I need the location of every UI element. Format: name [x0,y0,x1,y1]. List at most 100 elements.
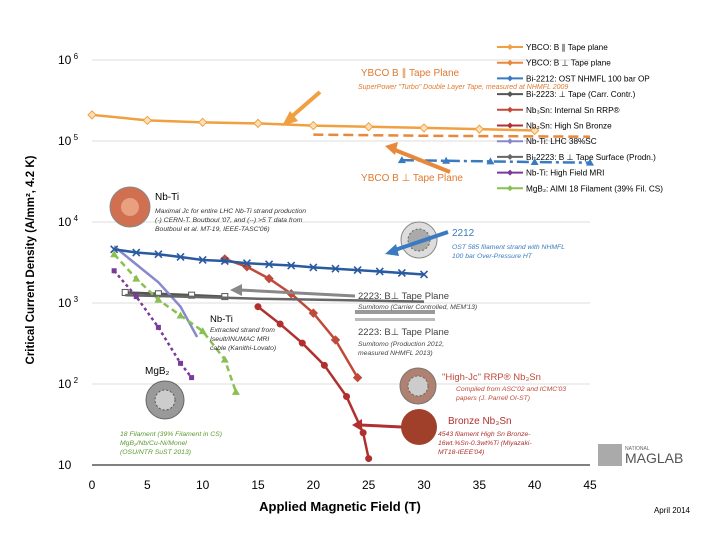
legend-swatch-marker-7 [507,153,513,160]
series-2-point-3 [530,158,539,166]
legend-label-3: Bi-2223: ⊥ Tape (Carr. Contr.) [526,90,636,99]
maglab-logo-icon [598,444,622,466]
b2212-desc-2: 100 bar Over-Pressure HT [452,253,533,260]
ybco-par-arrowhead-icon [282,111,298,126]
series-7-point-9 [309,263,318,272]
bronze-desc-3: MT18-IEEE'04) [438,449,484,456]
rrp-cross-section-core-icon [407,375,429,397]
series-7-point-5 [220,256,229,266]
series-line-8 [125,293,425,303]
series-10-point-6 [231,387,240,395]
series-9-point-4 [189,375,195,381]
b2223-desc-1: Sumitomo (Carrier Controlled, MEM'13) [358,304,477,311]
legend-label-6: Nb-Ti: LHC 38%SC [526,137,597,146]
series-7-point-4 [198,255,207,265]
series-0-point-2 [197,117,208,128]
b2223-desc-2a: Sumitomo (Production 2012, [358,341,444,348]
series-9-point-3 [178,360,184,366]
b2212-arrow-icon [394,230,449,252]
ybco-perp-title: YBCO B ⊥ Tape Plane [361,173,463,184]
ybco-par-desc-1: SuperPower "Turbo" Double Layer Tape, me… [358,84,568,91]
legend-label-7: Bi-2223: B ⊥ Tape Surface (Prodn.) [526,153,656,162]
ybco-perp-arrow-icon [394,148,451,174]
maglab-small-text: NATIONAL [625,446,650,452]
y-tick-label-5: 10 6 [58,52,79,67]
series-0-point-8 [529,125,540,136]
nbti-mri-desc-1: Extracted strand from [210,327,275,334]
legend-swatch-marker-8 [507,169,513,176]
series-10-point-0 [110,250,119,258]
legend-swatch-marker-1 [507,59,513,66]
y-tick-label-2: 10 3 [58,295,79,310]
b2212-arrowhead-icon [385,244,399,256]
series-2-point-4 [586,158,594,166]
b2223-desc-2b: measured NHMFL 2013) [358,350,433,357]
series-5-point-3 [320,361,328,369]
series-7-point-1 [132,248,141,257]
rrp-title: "High-Jc" RRP® Nb₃Sn [442,372,541,383]
series-9-point-2 [155,324,161,330]
legend-swatch-marker-5 [507,122,513,129]
x-tick-label-0: 0 [89,478,96,492]
b2223-arrowhead-icon [230,284,242,296]
b2212-desc-1: OST 585 filament strand with NHMFL [452,244,565,251]
bronze-arrowhead-icon [352,419,362,431]
bronze-title: Bronze Nb₃Sn [448,416,512,427]
x-tick-label-1: 5 [144,478,151,492]
mgb2-cross-section-core-icon [154,389,176,411]
b2212-title: 2212 [452,228,475,239]
legend-swatch-marker-4 [507,106,513,113]
series-7-point-6 [242,259,251,268]
series-10-point-5 [220,355,229,363]
mgb2-desc-2: MgB₂/Nb/Cu-Ni/Monel [120,440,187,447]
y-axis-label: Critical Current Density (A/mm², 4.2 K) [25,155,37,364]
series-0-point-6 [419,123,429,133]
series-line-9 [113,269,193,379]
series-4-point-4 [308,308,319,318]
series-2-point-0 [397,156,406,164]
series-7-point-3 [176,252,185,262]
ybco-par-title: YBCO B ∥ Tape Plane [361,68,460,79]
y-tick-label-1: 10 2 [58,376,79,391]
nbti-desc-3: Boutboul et al. MT-19, IEEE-TASC'06) [155,226,270,233]
series-9-point-0 [111,268,117,274]
x-tick-label-2: 10 [196,478,210,492]
series-0-point-3 [253,118,263,129]
nbti-mri-desc-2: Iseult/INUMAC MRI [210,336,269,343]
series-line-3 [125,291,225,298]
mgb2-desc-3: (OSU/NTR SuST 2013) [120,449,191,456]
legend-label-9: MgB₂: AIMI 18 Filament (39% Fil. CS) [526,184,663,193]
x-tick-label-6: 30 [417,478,431,492]
series-0-point-1 [142,115,153,126]
series-0-point-0 [87,110,97,120]
bronze-arrow-icon [359,423,403,429]
series-0-point-5 [363,122,374,132]
mgb2-desc-1: 18 Filament (39% Filament in CS) [120,431,222,438]
x-tick-label-9: 45 [583,478,597,492]
series-9-point-1 [133,294,139,300]
series-line-1 [313,133,591,138]
series-7-point-0 [110,245,119,254]
tape-swatch-1 [355,310,435,314]
series-4-point-2 [264,273,274,284]
y-tick-label-0: 10 [58,458,72,472]
series-4-point-5 [330,335,341,345]
nbti-desc-1: Maximal Jc for entire LHC Nb-Ti strand p… [155,208,306,215]
series-10-point-1 [132,274,141,282]
x-tick-label-8: 40 [528,478,542,492]
y-tick-label-4: 10 5 [58,133,79,148]
series-0-point-4 [308,120,319,131]
series-3-point-2 [188,291,196,299]
date-label: April 2014 [654,506,691,515]
series-5-point-4 [343,393,351,401]
legend-label-4: Nb₃Sn: Internal Sn RRP® [526,106,620,115]
x-tick-label-5: 25 [362,478,376,492]
x-tick-label-4: 20 [307,478,321,492]
legend-swatch-marker-0 [507,44,513,50]
nbti-mri-title: Nb-Ti [210,314,233,325]
series-10-point-3 [176,311,185,319]
legend-label-8: Nb-Ti: High Field MRI [526,169,604,178]
tape-swatch-2 [355,318,435,321]
series-2-point-1 [442,156,451,164]
